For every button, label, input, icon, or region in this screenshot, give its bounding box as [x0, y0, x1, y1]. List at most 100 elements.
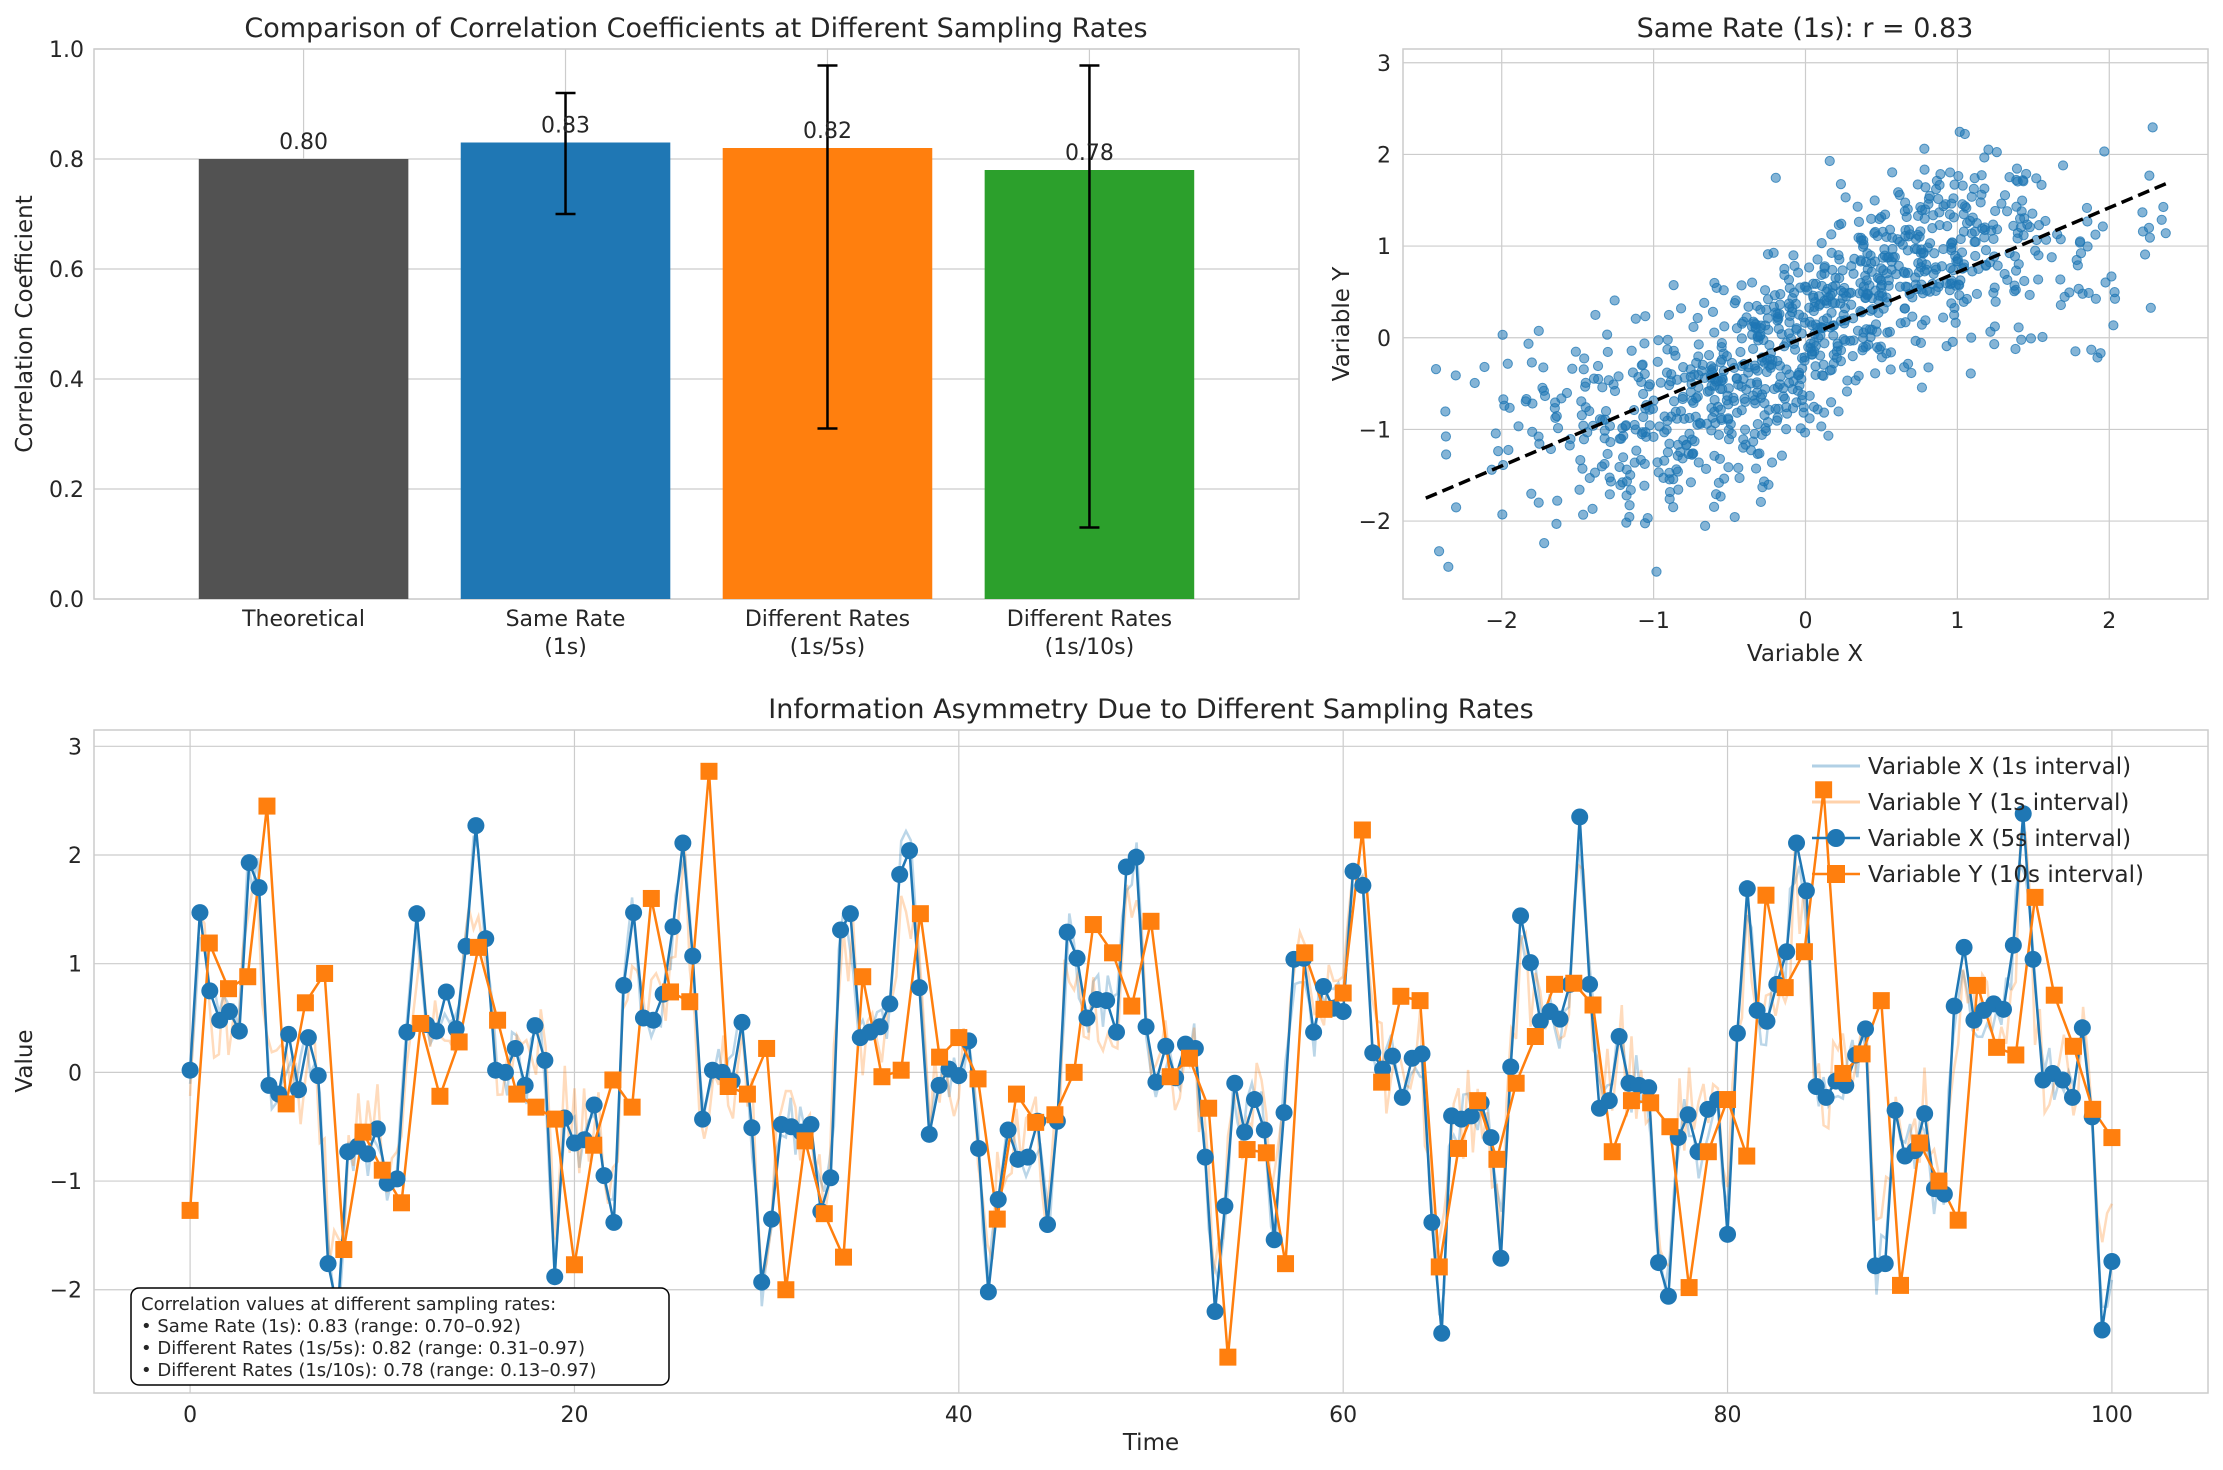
scatter-point [1733, 462, 1744, 473]
scatter-point [1668, 396, 1680, 407]
scatter-point [1686, 434, 1698, 445]
series-x-5s-marker [1216, 1197, 1234, 1215]
series-x-5s-marker [1610, 1028, 1628, 1046]
series-y-10s-marker [585, 1136, 603, 1154]
series-y-10s-marker [1142, 912, 1160, 930]
series-y-10s-marker [911, 905, 929, 923]
scatter-point [1826, 247, 1837, 258]
scatter-point [2082, 216, 2093, 227]
scatter-point [1748, 343, 1759, 354]
scatter-point [1653, 335, 1664, 346]
scatter-point [1700, 520, 1711, 532]
series-x-5s-marker [1423, 1213, 1441, 1231]
series-y-10s-marker [1430, 1258, 1448, 1276]
scatter-point [1570, 346, 1581, 357]
scatter-point [2144, 170, 2155, 181]
scatter-point [1903, 224, 1915, 235]
bar-value-label: 0.78 [1065, 141, 1114, 166]
series-y-10s-marker [1219, 1348, 1237, 1366]
scatter-point [1631, 445, 1642, 456]
scatter-point [1751, 300, 1762, 312]
scatter-point [1976, 189, 1987, 200]
scatter-point [1664, 493, 1675, 505]
series-y-10s-marker [1526, 1028, 1544, 1046]
scatter-point [1862, 248, 1873, 259]
scatter-ytick-label: 0 [1377, 327, 1391, 352]
scatter-point [1852, 201, 1863, 212]
series-x-5s-marker [1492, 1249, 1510, 1267]
series-y-10s-marker [1834, 1064, 1852, 1082]
scatter-point [1450, 502, 1462, 513]
series-y-10s-marker [431, 1087, 449, 1105]
scatter-point [1616, 433, 1627, 444]
scatter-point [1804, 262, 1815, 273]
scatter-point [1991, 147, 2002, 158]
scatter-point [1883, 275, 1894, 286]
scatter-point [1947, 336, 1958, 347]
annotation-line-4: • Different Rates (1s/10s): 0.78 (range:… [141, 1360, 596, 1381]
series-x-5s-marker [1512, 907, 1530, 925]
scatter-point [1692, 312, 1703, 324]
series-y-10s-marker [1642, 1094, 1660, 1112]
scatter-point [1450, 370, 1461, 381]
scatter-point [1729, 511, 1740, 523]
scatter-point [1709, 450, 1720, 461]
series-x-5s-marker [1788, 834, 1806, 852]
scatter-point [1605, 436, 1616, 448]
series-x-5s-marker [2093, 1321, 2111, 1339]
scatter-point [1685, 386, 1696, 398]
series-x-5s-marker [891, 866, 909, 884]
series-x-5s-marker [467, 817, 485, 835]
scatter-point [2082, 241, 2093, 252]
series-x-5s-marker [447, 1020, 465, 1038]
scatter-point [1945, 263, 1956, 274]
scatter-point [1764, 339, 1775, 351]
scatter-point [1709, 394, 1720, 406]
series-x-5s-marker [1236, 1123, 1254, 1141]
scatter-point [1840, 192, 1851, 203]
scatter-point [1875, 341, 1886, 352]
scatter-point [1938, 312, 1949, 323]
series-y-10s-marker [1622, 1092, 1640, 1110]
scatter-point [1761, 304, 1772, 315]
series-y-10s-marker [1565, 974, 1583, 992]
scatter-point [2071, 254, 2082, 266]
scatter-point [1736, 333, 1747, 344]
series-x-5s-marker [358, 1145, 376, 1163]
series-x-5s-marker [664, 918, 682, 936]
scatter-point [1934, 179, 1945, 191]
scatter-point [1969, 236, 1980, 248]
scatter-point [1663, 309, 1675, 321]
scatter-point [1979, 152, 1990, 163]
timeseries-ticks: 0 20 40 60 80 100 −2 −1 0 1 2 3 [50, 735, 2133, 1428]
scatter-point [1882, 252, 1893, 263]
scatter-point [1719, 473, 1730, 484]
scatter-point [1816, 421, 1827, 432]
scatter-point [2016, 334, 2027, 345]
series-x-5s-marker [2073, 1019, 2091, 1037]
series-x-5s-marker [733, 1013, 751, 1031]
scatter-point [1832, 341, 1843, 352]
series-y-10s-marker [277, 1095, 295, 1113]
series-y-10s-marker [335, 1241, 353, 1259]
series-y-10s-marker [738, 1085, 756, 1103]
series-x-5s-marker [1886, 1101, 1904, 1119]
series-y-10s-marker [1007, 1085, 1025, 1103]
scatter-point [1869, 195, 1880, 206]
scatter-point [1693, 339, 1704, 350]
scatter-point [2108, 320, 2119, 331]
timeseries-panel: 0 20 40 60 80 100 −2 −1 0 1 2 3 Information Asymmet… [12, 694, 2209, 1456]
series-x-5s-marker [674, 834, 692, 852]
series-y-10s-marker [220, 980, 238, 998]
series-x-5s-marker [1019, 1148, 1037, 1166]
scatter-point [1952, 256, 1964, 267]
series-y-10s-marker [1411, 992, 1429, 1010]
series-x-5s-marker [1916, 1105, 1934, 1123]
timeseries-ytick-label: −1 [50, 1170, 82, 1195]
scatter-point [1876, 352, 1887, 363]
scatter-point [1615, 479, 1626, 491]
timeseries-xtick-label: 40 [945, 1403, 973, 1428]
scatter-point [1629, 457, 1640, 468]
scatter-point [1837, 293, 1848, 304]
scatter-point [1639, 338, 1650, 349]
